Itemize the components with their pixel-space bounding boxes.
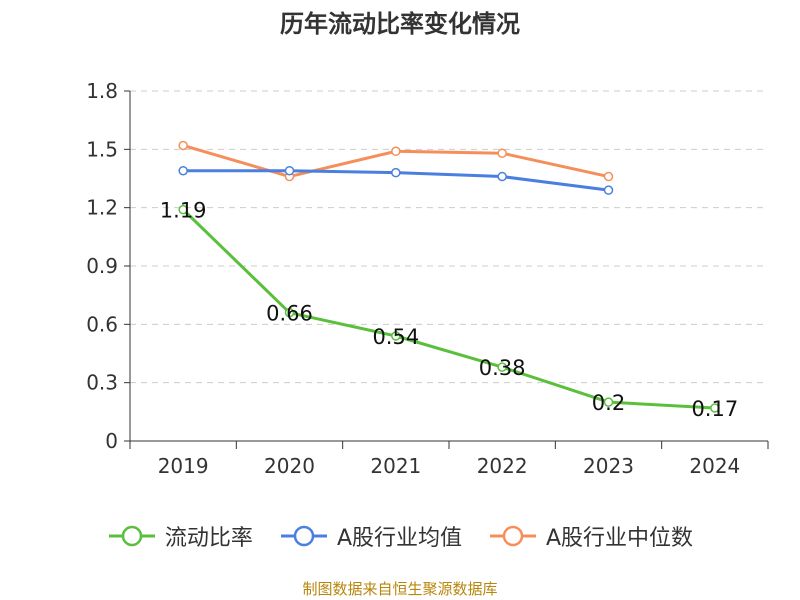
data-label: 0.17 — [691, 397, 738, 421]
data-point — [603, 171, 614, 182]
chart-title: 历年流动比率变化情况 — [280, 10, 520, 38]
x-tick-label: 2021 — [370, 454, 421, 478]
legend-marker-icon — [108, 525, 155, 547]
data-point — [391, 167, 401, 178]
legend-marker-icon — [490, 525, 536, 547]
legend-label: A股行业中位数 — [546, 526, 694, 551]
data-point — [178, 165, 188, 176]
data-label: 1.19 — [160, 199, 207, 223]
data-point — [497, 362, 507, 372]
x-tick-label: 2024 — [689, 454, 740, 478]
data-point — [497, 171, 507, 182]
data-point — [497, 148, 507, 158]
legend-item[interactable]: A股行业中位数 — [488, 520, 693, 552]
x-tick-label: 2019 — [158, 454, 209, 478]
data-point — [710, 403, 720, 413]
chart-legend: 流动比率 A股行业均值 A股行业中位数 — [0, 518, 800, 554]
y-tick-label: 1.5 — [86, 137, 118, 161]
data-point — [391, 146, 401, 157]
data-point — [391, 331, 401, 341]
legend-item[interactable]: A股行业均值 — [279, 520, 462, 552]
data-point — [603, 185, 614, 195]
data-point — [284, 307, 295, 318]
data-source-note: 制图数据来自恒生聚源数据库 — [302, 580, 498, 598]
legend-marker-icon — [280, 525, 327, 547]
data-label: 0.66 — [266, 302, 313, 326]
data-point — [178, 140, 188, 151]
y-tick-label: 0.9 — [86, 254, 118, 278]
legend-item[interactable]: 流动比率 — [107, 520, 253, 552]
series-line — [182, 208, 715, 410]
y-tick-label: 0.3 — [86, 371, 118, 395]
legend-label: 流动比率 — [164, 526, 253, 551]
legend-label: A股行业均值 — [336, 526, 462, 551]
x-tick-label: 2022 — [477, 454, 528, 478]
x-tick-label: 2023 — [583, 454, 634, 478]
data-label: 0.2 — [592, 391, 625, 415]
data-label: 0.54 — [372, 325, 419, 349]
y-tick-label: 0.6 — [86, 312, 118, 336]
data-point — [178, 204, 188, 215]
x-tick-label: 2020 — [264, 454, 315, 478]
data-label: 0.38 — [479, 356, 526, 380]
data-point — [603, 397, 614, 407]
y-tick-label: 1.8 — [86, 79, 118, 103]
y-tick-label: 1.2 — [86, 196, 118, 220]
data-point — [284, 165, 295, 176]
y-tick-label: 0 — [105, 429, 118, 453]
